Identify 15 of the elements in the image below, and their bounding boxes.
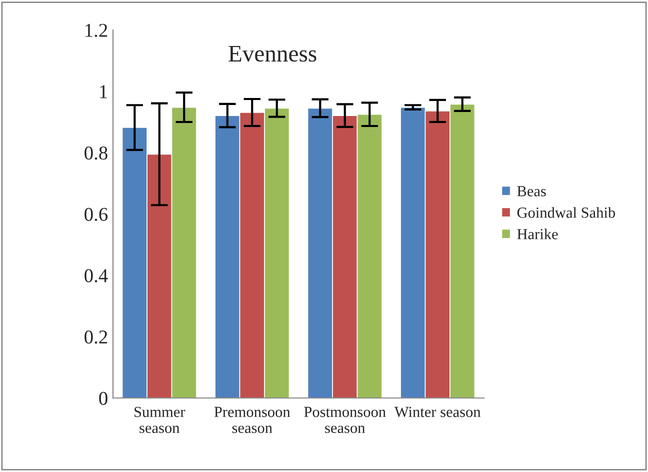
y-tick-label: 0.6 bbox=[84, 208, 108, 222]
legend-label: Harike bbox=[517, 228, 558, 240]
x-tick-label: Premonsoon season bbox=[214, 406, 290, 434]
y-tick-label: 1 bbox=[100, 85, 107, 98]
text: Evenness bbox=[228, 46, 316, 62]
x-tick-label: Postmonsoon season bbox=[304, 406, 386, 434]
y-tick-label: 0.2 bbox=[84, 330, 108, 344]
y-tick-label: 0 bbox=[99, 392, 108, 405]
legend-label: Goindwal Sahib bbox=[517, 207, 616, 218]
y-tick-label: 1.2 bbox=[86, 24, 108, 38]
legend-label: Beas bbox=[517, 186, 546, 196]
x-tick-label: Winter season bbox=[394, 406, 481, 418]
y-tick-label: 0.4 bbox=[84, 269, 108, 282]
x-tick-label: Summer season bbox=[134, 406, 186, 434]
y-tick-label: 0.8 bbox=[84, 146, 108, 160]
